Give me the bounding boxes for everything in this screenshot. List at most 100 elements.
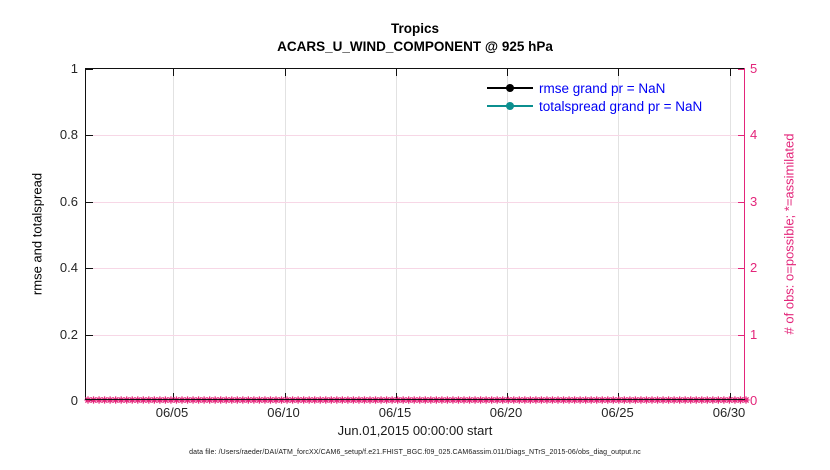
x-gridline (618, 69, 620, 400)
x-tick-bottom (396, 393, 397, 400)
x-tick-top (507, 69, 508, 76)
obs-asterisk-marker (128, 396, 136, 404)
x-tick-top (730, 69, 732, 76)
obs-asterisk-marker (250, 396, 258, 404)
obs-asterisk-marker (510, 396, 518, 404)
right-y-tick-label: 4 (750, 127, 758, 143)
obs-asterisk-marker (333, 396, 341, 404)
obs-asterisk-marker (620, 396, 628, 404)
x-tick-bottom (172, 393, 174, 400)
obs-asterisk-marker (266, 396, 275, 404)
legend: rmse grand pr = NaN totalspread grand pr… (487, 79, 702, 115)
obs-asterisk-marker (156, 396, 164, 404)
obs-asterisk-marker (698, 396, 706, 404)
obs-asterisk-marker (587, 396, 595, 404)
obs-asterisk-marker (742, 396, 750, 404)
obs-asterisk-marker (482, 396, 490, 404)
obs-asterisk-marker (123, 396, 131, 404)
x-tick-label: 06/25 (601, 405, 634, 420)
obs-asterisk-marker (449, 396, 457, 404)
left-y-tick (86, 69, 93, 70)
x-tick-top (396, 69, 397, 76)
obs-asterisk-marker (200, 396, 208, 404)
plot-area (84, 68, 750, 404)
obs-asterisk-marker (239, 396, 247, 404)
obs-asterisk-marker (305, 396, 313, 404)
left-y-tick-label: 0.8 (59, 127, 78, 143)
x-tick-top (284, 69, 286, 76)
left-y-axis-label: rmse and totalspread (29, 172, 45, 296)
obs-asterisk-marker (277, 396, 286, 404)
obs-asterisk-marker (576, 396, 584, 404)
x-tick-top (618, 69, 620, 76)
obs-asterisk-marker (405, 396, 413, 404)
obs-asterisk-marker (493, 396, 501, 404)
obs-asterisk-marker (244, 396, 252, 404)
obs-asterisk-marker (134, 396, 142, 404)
obs-asterisk-marker (565, 396, 573, 404)
x-tick-label: 06/15 (378, 405, 412, 420)
obs-asterisk-marker (515, 396, 523, 404)
obs-asterisk-marker (117, 396, 125, 404)
obs-asterisk-marker (637, 396, 645, 404)
obs-asterisk-marker (615, 396, 623, 404)
obs-asterisk-marker (499, 396, 507, 404)
obs-asterisk-marker (322, 396, 330, 404)
obs-asterisk-marker (537, 396, 546, 404)
obs-asterisk-marker (714, 396, 722, 404)
x-gridline (730, 69, 732, 400)
obs-asterisk-marker (338, 396, 346, 404)
right-y-tick-label: 3 (750, 193, 758, 209)
obs-asterisk-marker (432, 396, 440, 404)
right-y-tick (738, 268, 745, 270)
obs-asterisk-marker (465, 396, 474, 404)
obs-asterisk-marker (720, 396, 728, 404)
obs-asterisk-marker (731, 396, 739, 404)
left-y-tick-label: 0.2 (59, 326, 78, 342)
obs-asterisk-marker (84, 396, 92, 404)
obs-asterisk-marker (559, 396, 568, 404)
obs-asterisk-marker (664, 396, 673, 404)
obs-asterisk-marker (228, 396, 236, 404)
x-gridline (284, 69, 286, 400)
obs-asterisk-marker (604, 396, 612, 404)
right-y-tick-label: 0 (750, 393, 758, 408)
obs-asterisk-marker (349, 396, 358, 404)
x-tick-label: 06/30 (712, 405, 746, 420)
totalspread-line-swatch (487, 97, 533, 115)
left-y-tick-label: 1 (70, 61, 78, 76)
obs-asterisk-marker (178, 396, 186, 404)
legend-label-totalspread: totalspread grand pr = NaN (539, 98, 703, 114)
obs-asterisk-marker (189, 396, 197, 404)
obs-asterisk-marker (454, 396, 463, 404)
obs-asterisk-marker (504, 396, 512, 404)
y-gridline (86, 135, 745, 137)
obs-asterisk-marker (476, 396, 485, 404)
obs-asterisk-marker (311, 396, 319, 404)
obs-asterisk-marker (211, 396, 219, 404)
obs-asterisk-marker (703, 396, 711, 404)
x-tick-bottom (730, 393, 732, 400)
obs-asterisk-marker (360, 396, 369, 404)
obs-asterisk-marker (100, 396, 109, 404)
obs-asterisk-markers-band (84, 396, 750, 404)
right-y-axis-label: # of obs: o=possible; *=assimilated (781, 133, 797, 335)
obs-asterisk-marker (670, 396, 678, 404)
obs-asterisk-marker (288, 396, 297, 404)
obs-asterisk-marker (642, 396, 651, 404)
left-y-tick-label: 0 (70, 393, 78, 408)
obs-asterisk-marker (543, 396, 551, 404)
obs-asterisk-marker (521, 396, 529, 404)
obs-asterisk-marker (736, 396, 745, 404)
right-y-tick (738, 334, 745, 336)
obs-asterisk-marker (692, 396, 700, 404)
obs-asterisk-marker (593, 396, 601, 404)
obs-asterisk-marker (427, 396, 435, 404)
obs-asterisk-marker (217, 396, 225, 404)
obs-asterisk-marker (139, 396, 147, 404)
obs-asterisk-marker (399, 396, 407, 404)
obs-asterisk-marker (609, 396, 617, 404)
obs-asterisk-marker (167, 396, 175, 404)
rmse-line-swatch (487, 79, 533, 97)
legend-label-rmse: rmse grand pr = NaN (539, 80, 666, 96)
